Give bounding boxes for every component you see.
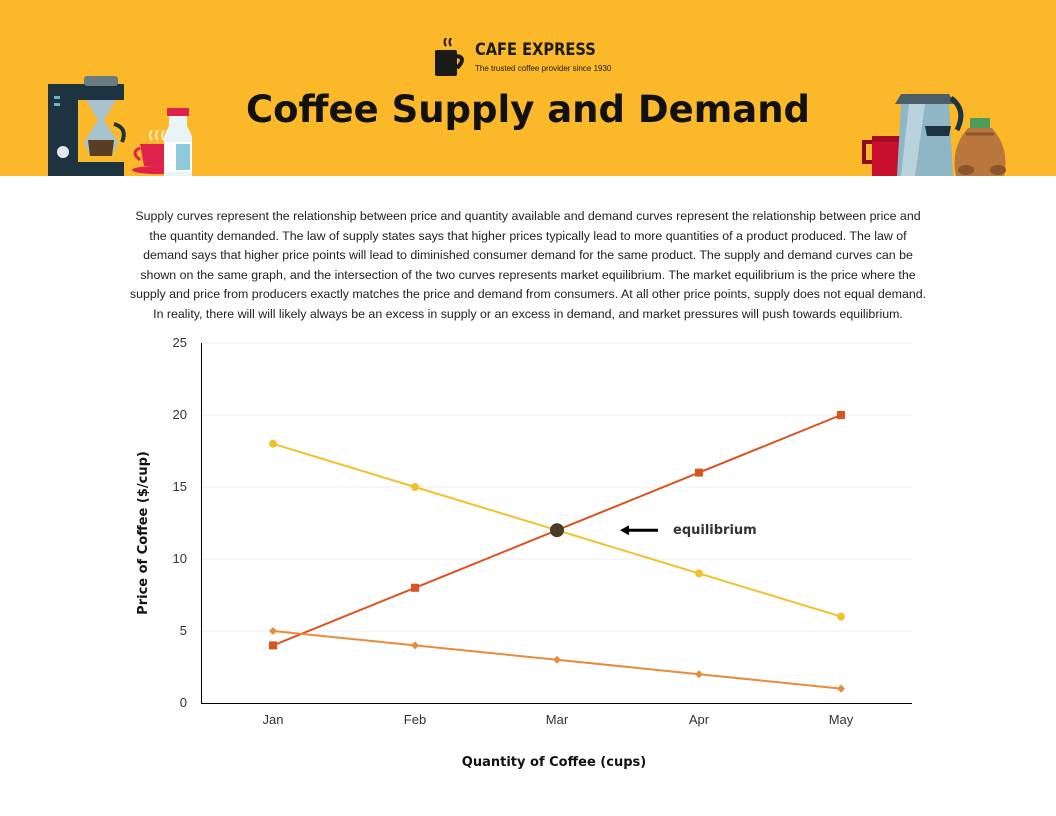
coffee-kettle-icon	[895, 94, 964, 176]
x-tick-label: Feb	[404, 712, 426, 727]
grid	[202, 342, 912, 632]
milk-bottle-icon	[164, 108, 192, 176]
y-tick-label: 10	[173, 551, 187, 566]
series-3	[269, 627, 845, 693]
y-tick-label: 5	[180, 623, 187, 638]
brand-tagline: The trusted coffee provider since 1930	[475, 64, 612, 73]
coffee-cup-icon	[435, 38, 464, 76]
data-point	[269, 641, 277, 650]
x-tick-label: May	[829, 712, 854, 727]
data-point	[411, 641, 419, 650]
x-axis-title: Quantity of Coffee (cups)	[462, 755, 646, 770]
data-point	[269, 627, 277, 635]
coffee-maker-icon	[48, 76, 126, 176]
data-point	[695, 468, 703, 477]
data-point	[695, 670, 703, 679]
arrow-left-icon	[620, 525, 658, 536]
y-axis-title: Price of Coffee ($/cup)	[136, 451, 151, 615]
page-title: Coffee Supply and Demand	[245, 88, 811, 131]
equilibrium-label: equilibrium	[673, 523, 757, 538]
data-point	[837, 411, 845, 419]
x-tick-label: Mar	[546, 712, 569, 727]
y-tick-label: 25	[173, 335, 187, 350]
data-point	[837, 684, 845, 693]
data-point	[553, 655, 561, 664]
y-tick-label: 0	[180, 695, 187, 710]
coffee-bean-sack-icon	[954, 118, 1006, 176]
header-banner: CAFE EXPRESS The trusted coffee provider…	[0, 0, 1056, 176]
x-tick-label: Jan	[263, 712, 284, 727]
y-tick-label: 20	[173, 407, 187, 422]
data-point	[269, 439, 277, 448]
brand-name: CAFE EXPRESS	[475, 40, 596, 60]
data-point	[411, 583, 419, 592]
x-tick-label: Apr	[689, 712, 710, 727]
data-point	[695, 569, 703, 578]
data-point	[837, 612, 845, 621]
equilibrium-point	[550, 523, 564, 538]
description-text: Supply curves represent the relationship…	[129, 209, 927, 321]
y-tick-label: 15	[173, 479, 187, 494]
data-point	[411, 483, 419, 491]
